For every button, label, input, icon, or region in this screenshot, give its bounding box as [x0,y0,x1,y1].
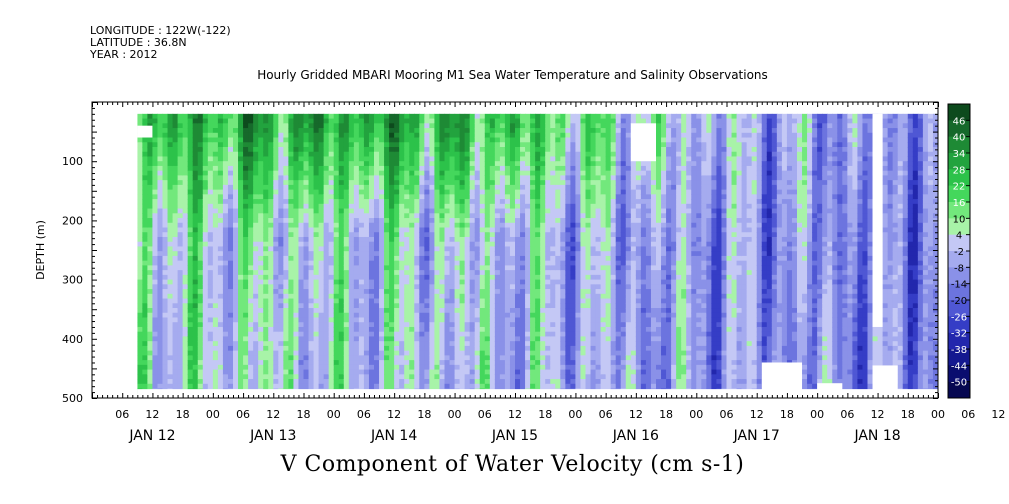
colorbar-swatch [948,104,970,121]
year-label: YEAR : 2012 [90,48,158,61]
colorbar-label: 28 [953,165,966,176]
x-tick-label: 18 [297,408,311,421]
x-day-label: JAN 18 [853,428,900,444]
x-tick-label: 12 [629,408,643,421]
colorbar: 46 40 34 28 22 16 10 4 -2 -8 -14 -20 -26 -32 -38 -44 -50 [947,103,971,399]
colorbar-swatch [948,283,970,301]
colorbar-label: -20 [951,296,967,307]
x-tick-label: 12 [991,408,1005,421]
x-tick-label: 06 [478,408,492,421]
x-tick-label: 12 [387,408,401,421]
colorbar-swatch [948,349,970,366]
colorbar-swatch [948,218,970,235]
x-tick-label: 12 [266,408,280,421]
x-tick-label: 06 [840,408,854,421]
y-tick-label: 200 [62,214,83,227]
x-day-label: JAN 14 [370,428,417,444]
x-tick-label: 00 [448,408,462,421]
x-tick-label: 18 [780,408,794,421]
colorbar-swatch [948,267,970,284]
x-tick-label: 06 [236,408,250,421]
x-tick-label: 06 [599,408,613,421]
heatmap-cells [137,113,938,394]
y-tick-label: 300 [62,274,83,287]
x-axis-ticks: 06 12 18 00 06 12 18 00 06 12 18 00 06 12 18 00 06 12 18 00… [92,102,1005,444]
x-tick-label: 18 [659,408,673,421]
x-tick-label: 06 [961,408,975,421]
colorbar-label: -2 [954,247,964,258]
colorbar-label: -8 [954,263,964,274]
colorbar-swatch [948,120,970,137]
y-axis-label: DEPTH (m) [34,220,47,280]
colorbar-label: 4 [956,231,962,242]
colorbar-swatch [948,300,970,317]
colorbar-swatch [948,136,970,154]
colorbar-label: -38 [951,345,967,356]
x-tick-label: 12 [750,408,764,421]
chart-subtitle: V Component of Water Velocity (cm s-1) [280,452,745,477]
colorbar-label: 10 [953,214,966,225]
x-tick-label: 00 [327,408,341,421]
colorbar-label: 34 [953,149,966,160]
colorbar-swatch [948,332,970,350]
x-tick-label: 18 [176,408,190,421]
x-tick-label: 00 [689,408,703,421]
colorbar-swatch [948,365,970,382]
x-day-label: JAN 16 [612,428,659,444]
colorbar-swatch [948,316,970,333]
colorbar-label: -32 [951,329,967,340]
colorbar-label: -44 [951,361,967,372]
x-tick-label: 18 [417,408,431,421]
x-day-label: JAN 17 [733,428,780,444]
x-tick-label: 06 [720,408,734,421]
x-tick-label: 00 [810,408,824,421]
x-tick-label: 06 [357,408,371,421]
x-tick-label: 12 [145,408,159,421]
colorbar-swatch [948,202,970,219]
x-tick-label: 06 [115,408,129,421]
colorbar-label: 22 [953,182,966,193]
x-tick-label: 00 [206,408,220,421]
colorbar-label: 46 [953,116,966,127]
x-day-label: JAN 15 [491,428,538,444]
colorbar-swatch [948,185,970,203]
y-axis-ticks: 100 200 300 400 500 DEPTH (m) [34,102,938,405]
latitude-label: LATITUDE : 36.8N [90,36,187,49]
longitude-label: LONGITUDE : 122W(-122) [90,24,231,37]
colorbar-swatch [948,234,970,252]
colorbar-label: -26 [951,312,967,323]
colorbar-swatch [948,251,970,268]
colorbar-label: 40 [953,133,966,144]
missing-data-areas [92,102,938,398]
x-day-label: JAN 13 [249,428,296,444]
x-day-label: JAN 12 [128,428,175,444]
x-tick-label: 18 [901,408,915,421]
chart-title: Hourly Gridded MBARI Mooring M1 Sea Wate… [257,68,768,82]
x-tick-label: 12 [871,408,885,421]
y-tick-label: 400 [62,333,83,346]
x-tick-label: 00 [931,408,945,421]
colorbar-swatch [948,381,970,399]
x-tick-label: 00 [568,408,582,421]
colorbar-label: 16 [953,198,966,209]
colorbar-swatch [948,169,970,186]
y-tick-label: 100 [62,155,83,168]
y-tick-label: 500 [62,392,83,405]
colorbar-label: -50 [951,378,967,389]
x-tick-label: 18 [538,408,552,421]
x-tick-label: 12 [508,408,522,421]
colorbar-label: -14 [951,280,967,291]
colorbar-swatch [948,153,970,170]
